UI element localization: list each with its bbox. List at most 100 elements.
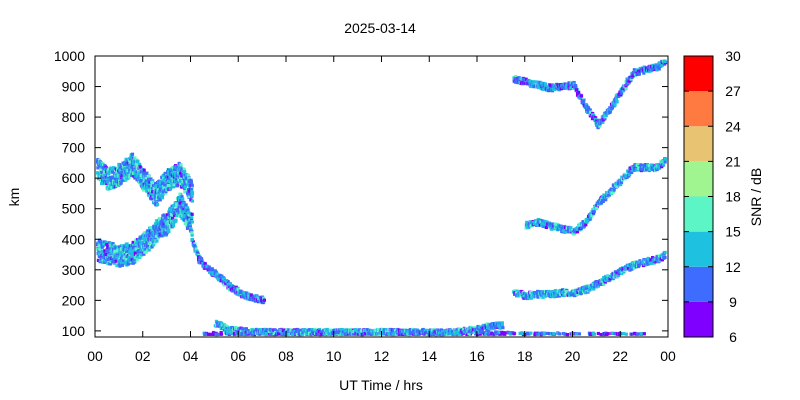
echo-point [580,291,584,295]
echo-point [663,157,668,161]
echo-point [183,185,187,190]
echo-point [145,242,150,246]
y-tick-label: 900 [62,79,86,95]
echo-point [192,244,197,248]
echo-point [170,216,175,221]
echo-point [174,219,178,223]
echo-point [140,250,144,254]
echo-point [603,117,607,121]
echo-point [174,179,178,183]
echo-point [175,183,179,188]
echo-point [449,328,453,332]
echo-point [549,332,553,336]
echo-point [230,330,234,335]
echo-point [155,234,159,238]
echo-point [373,328,377,332]
echo-point [250,328,255,332]
echo-point [635,168,640,172]
echo-point [183,214,187,219]
echo-point [536,221,540,225]
echo-point [157,184,161,189]
echo-point [551,290,555,294]
echo-point [555,223,559,227]
echo-point [589,215,593,219]
echo-point [112,259,117,263]
echo-point [228,282,232,286]
echo-point [193,249,197,253]
echo-point [525,294,530,298]
echo-point [117,245,121,249]
echo-point [171,165,175,170]
echo-point [595,122,599,126]
echo-point [642,332,646,336]
echo-point [119,177,123,181]
echo-point [177,206,181,210]
x-tick-label: 16 [469,348,485,364]
echo-point [98,247,102,252]
echo-point [174,177,179,181]
echo-point [616,181,621,185]
echo-point [440,328,444,332]
echo-point [639,66,643,71]
echo-point [103,260,107,264]
echo-point [240,328,244,333]
echo-point [573,289,578,293]
echo-point [147,176,151,181]
echo-point [515,291,519,295]
echo-point [164,172,168,176]
echo-point [116,259,121,263]
echo-point [285,328,289,332]
y-tick-label: 1000 [54,48,85,64]
echo-point [629,77,633,81]
echo-point [152,243,156,247]
echo-point [160,220,164,225]
echo-point [180,174,184,178]
echo-point [97,242,101,246]
echo-point [130,251,134,256]
echo-point [120,170,124,174]
echo-point [633,163,637,167]
echo-point [168,187,172,191]
echo-point [308,327,312,332]
echo-point [154,222,158,226]
echo-point [563,332,567,336]
echo-point [176,208,180,212]
echo-point [592,209,596,214]
echo-point [178,209,182,214]
echo-point [523,81,527,85]
echo-point [268,332,272,337]
echo-point [124,157,128,161]
echo-point [480,326,484,330]
echo-point [201,261,205,266]
echo-point [187,187,191,192]
echo-point [425,332,429,337]
echo-point [453,332,457,336]
echo-point [123,248,127,252]
echo-point [105,243,109,247]
echo-point [253,329,257,333]
echo-point [128,157,133,162]
echo-point [183,218,187,222]
echo-point [639,332,644,336]
echo-point [142,173,146,177]
echo-point [247,292,251,296]
echo-point [495,330,500,334]
echo-point [608,277,612,281]
echo-point [200,258,204,262]
echo-point [262,296,266,300]
echo-point [492,332,497,336]
echo-point [168,215,172,219]
echo-point [157,221,161,225]
echo-point [105,166,109,171]
echo-point [633,260,637,264]
echo-point [127,261,131,266]
echo-point [514,74,518,79]
echo-point [142,188,146,192]
echo-point [128,249,132,253]
echo-point [166,219,170,223]
echo-point [181,208,185,212]
echo-point [607,193,612,197]
echo-point [352,332,357,336]
echo-point [599,332,603,337]
x-ticks: 00 02 04 06 08 10 12 14 16 18 20 22 00 [87,56,676,364]
